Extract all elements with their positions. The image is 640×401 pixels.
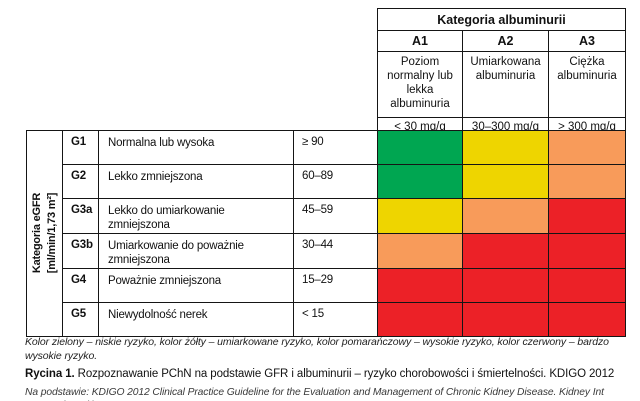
risk-cell-g4-a3	[548, 267, 626, 303]
albuminuria-col-code-a2: A2	[462, 30, 549, 52]
gfr-range: 60–89	[293, 164, 378, 199]
albuminuria-col-label-a1: Poziom normalny lub lekka albuminuria	[377, 51, 463, 118]
risk-cell-g3b-a1	[377, 232, 463, 269]
table-row-g4: G4 Poważnie zmniejszona 15–29	[27, 267, 626, 303]
albuminuria-col-code-a1: A1	[377, 30, 463, 52]
albuminuria-header-title: Kategoria albuminurii	[377, 8, 626, 31]
table-row-g3a: G3a Lekko do umiarkowanie zmniejszona 45…	[27, 198, 626, 234]
gfr-label: Lekko do umiarkowanie zmniejszona	[98, 198, 294, 234]
risk-cell-g1-a1	[377, 130, 463, 165]
table-row-g1: Kategoria eGFR [ml/min/1,73 m²] G1 Norma…	[26, 130, 626, 337]
gfr-range: ≥ 90	[293, 130, 378, 165]
gfr-code: G4	[62, 267, 99, 303]
albuminuria-col-code-a3: A3	[548, 30, 626, 52]
table-row-g5: G5 Niewydolność nerek < 15	[27, 301, 626, 337]
risk-cell-g2-a2	[462, 164, 549, 199]
gfr-range: 45–59	[293, 198, 378, 234]
gfr-label: Lekko zmniejszona	[98, 164, 294, 199]
gfr-label: Umiarkowanie do poważnie zmniejszona	[98, 232, 294, 269]
egfr-axis-line1: Kategoria eGFR	[30, 193, 43, 274]
gfr-range: < 15	[293, 301, 378, 337]
risk-cell-g3a-a2	[462, 198, 549, 234]
albuminuria-col-label-a3: Ciężka albuminuria	[548, 51, 626, 118]
gfr-code: G5	[62, 301, 99, 337]
gfr-label: Normalna lub wysoka	[98, 130, 294, 165]
table-row-g2: G2 Lekko zmniejszona 60–89	[27, 164, 626, 199]
risk-cell-g4-a1	[377, 267, 463, 303]
risk-cell-g2-a1	[377, 164, 463, 199]
caption-block: Kolor zielony – niskie ryzyko, kolor żół…	[25, 336, 617, 401]
figure-caption-label: Rycina 1.	[25, 367, 75, 380]
source-caption: Na podstawie: KDIGO 2012 Clinical Practi…	[25, 386, 604, 401]
albuminuria-header-table: Kategoria albuminurii A1 A2 A3 Poziom no…	[377, 8, 626, 137]
gfr-range: 15–29	[293, 267, 378, 303]
gfr-code: G1	[62, 130, 99, 165]
risk-cell-g1-a2	[462, 130, 549, 165]
figure-caption-text: Rozpoznawanie PChN na podstawie GFR i al…	[77, 367, 615, 380]
table-row-g3b: G3b Umiarkowanie do poważnie zmniejszona…	[27, 232, 626, 269]
albuminuria-col-label-a2: Umiarkowana albuminuria	[462, 51, 549, 118]
gfr-label: Niewydolność nerek	[98, 301, 294, 337]
risk-cell-g4-a2	[462, 267, 549, 303]
color-legend-caption: Kolor zielony – niskie ryzyko, kolor żół…	[25, 336, 609, 362]
risk-cell-g5-a2	[462, 301, 549, 337]
gfr-range: 30–44	[293, 232, 378, 269]
risk-cell-g3b-a2	[462, 232, 549, 269]
figure-caption: Rycina 1. Rozpoznawanie PChN na podstawie…	[25, 367, 617, 382]
gfr-code: G3b	[62, 232, 99, 269]
gfr-label: Poważnie zmniejszona	[98, 267, 294, 303]
risk-cell-g3b-a3	[548, 232, 626, 269]
risk-cell-g5-a1	[377, 301, 463, 337]
risk-cell-g1-a3	[548, 130, 626, 165]
egfr-axis-cell: Kategoria eGFR [ml/min/1,73 m²]	[26, 130, 63, 337]
risk-cell-g3a-a3	[548, 198, 626, 234]
risk-cell-g2-a3	[548, 164, 626, 199]
egfr-axis-label: Kategoria eGFR [ml/min/1,73 m²]	[30, 193, 60, 274]
risk-cell-g3a-a1	[377, 198, 463, 234]
risk-cell-g5-a3	[548, 301, 626, 337]
gfr-code: G2	[62, 164, 99, 199]
gfr-code: G3a	[62, 198, 99, 234]
egfr-axis-line2: [ml/min/1,73 m²]	[45, 192, 58, 274]
gfr-risk-table: Kategoria eGFR [ml/min/1,73 m²] G1 Norma…	[26, 130, 626, 337]
